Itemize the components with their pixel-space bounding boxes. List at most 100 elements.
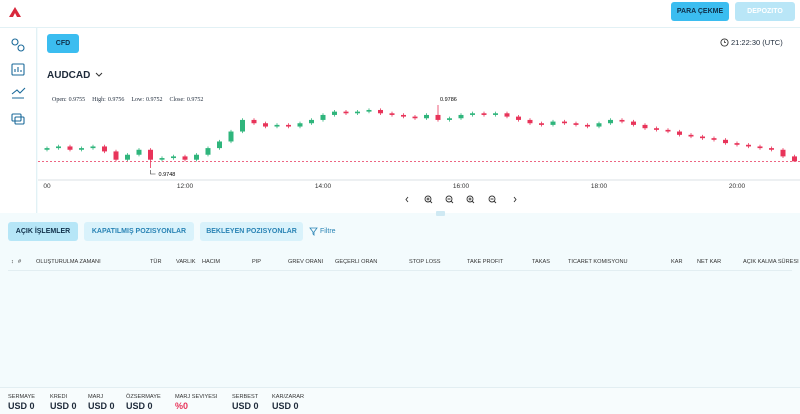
footer-value: USD 0 [272, 401, 299, 411]
icon-trend[interactable] [11, 87, 26, 99]
column-header: TÜR [150, 259, 162, 265]
deposit-button[interactable]: DEPOZITO [735, 2, 795, 21]
filter[interactable]: Filtre [320, 228, 336, 235]
zoom-in-2[interactable] [466, 195, 475, 204]
column-header: TAKE PROFIT [467, 259, 504, 265]
footer-value: USD 0 [50, 401, 77, 411]
candle-body [435, 114, 441, 120]
candle-body [562, 121, 567, 124]
column-header: TICARET KOMISYONU [568, 259, 628, 265]
candle-body [194, 154, 199, 160]
candle-body [619, 119, 625, 122]
footer [0, 387, 800, 414]
candle-body [700, 136, 705, 139]
clock: 21:22:30 (UTC) [731, 38, 783, 47]
candle-body [654, 128, 659, 130]
candle-body [90, 146, 96, 149]
candle-body [251, 119, 257, 124]
column-header: NET KAR [697, 259, 722, 265]
x-tick-label: 00 [43, 183, 51, 190]
candle-body [228, 131, 234, 142]
column-header: PIP [252, 259, 262, 265]
candle-body [136, 149, 142, 155]
candle-body [665, 129, 671, 132]
candle-body [56, 146, 61, 149]
scroll-right[interactable] [513, 196, 517, 203]
candle-body [746, 144, 751, 147]
candle-body [539, 123, 544, 125]
candle-body [481, 113, 487, 115]
clock-icon [720, 38, 729, 47]
candle-body [79, 148, 84, 150]
footer-label: SERMAYE [8, 394, 35, 400]
chart: 0.9786 0.9748 00 12:00 14:00 16:00 18:00 20:00 [38, 97, 800, 190]
column-header: STOP LOSS [409, 259, 441, 265]
icon-exchange[interactable] [11, 38, 25, 52]
candle-body [366, 109, 372, 112]
candle-body [125, 154, 130, 160]
footer-value: USD 0 [126, 401, 153, 411]
candle-body [585, 124, 590, 127]
candle-body [113, 151, 119, 160]
column-header: HACIM [202, 259, 221, 265]
candle-body [424, 114, 429, 119]
x-tick-label: 18:00 [591, 183, 608, 190]
symbol-caret[interactable] [95, 72, 103, 78]
low-pointer [150, 170, 156, 175]
candle-body [711, 138, 717, 140]
ohlc-value: 0.9756 [107, 97, 125, 103]
candle-body [516, 116, 521, 120]
candle-body [401, 114, 406, 117]
candle-body [769, 148, 774, 150]
tab-pending[interactable]: BEKLEYEN POZISYONLAR [200, 222, 303, 241]
footer-label: ÖZSERMAYE [126, 394, 161, 400]
ohlc-label: Close: [169, 97, 185, 103]
candle-body [44, 148, 50, 150]
icon-chart[interactable] [11, 63, 25, 76]
tab-open[interactable]: AÇIK İŞLEMLER [8, 222, 78, 241]
zoom-out-2[interactable] [488, 195, 497, 204]
candle-body [504, 113, 510, 117]
symbol[interactable]: AUDCAD [47, 70, 91, 81]
ohlc-label: Low: [131, 97, 145, 103]
candle-body [309, 119, 314, 124]
ohlc-legend: Open: 0.9755 High: 0.9756 Low: 0.9752 Close: 0.… [52, 97, 210, 103]
column-header: OLUŞTURULMA ZAMANI [36, 259, 101, 265]
withdraw-button[interactable]: PARA ÇEKME [671, 2, 729, 21]
x-tick-label: 20:00 [729, 183, 746, 190]
column-header: TAKAS [532, 259, 550, 265]
candle-body [734, 143, 740, 145]
column-header: KAR [671, 259, 683, 265]
scroll-left[interactable] [405, 196, 409, 203]
candle-body [274, 124, 280, 127]
candle-body [757, 146, 763, 149]
candle-body [297, 123, 303, 127]
zoom-out[interactable] [445, 195, 454, 204]
candle-body [688, 134, 694, 137]
candle-body [355, 111, 360, 114]
footer-value: USD 0 [8, 401, 35, 411]
panel-toggle[interactable] [436, 211, 445, 216]
high-label: 0.9786 [440, 97, 457, 103]
candle-body [263, 123, 268, 127]
candle-body [205, 148, 211, 155]
zoom-controls [405, 195, 517, 204]
candle-body [596, 123, 602, 127]
market-tab[interactable]: CFD [47, 34, 79, 53]
tab-closed[interactable]: KAPATILMIŞ POZISYONLAR [84, 222, 194, 241]
zoom-in[interactable] [424, 195, 433, 204]
candle-body [573, 123, 579, 125]
filter-icon[interactable] [309, 227, 318, 236]
candle-body [792, 156, 797, 162]
candle-body [527, 119, 533, 124]
ohlc-label: High: [92, 97, 106, 103]
candle-body [447, 118, 452, 120]
candle-body [642, 124, 648, 129]
icon-chat[interactable] [11, 113, 25, 125]
footer-label: KREDI [50, 394, 68, 400]
candle-body [631, 121, 636, 125]
column-header: GREV ORANI [288, 259, 324, 265]
candle-body [412, 116, 418, 119]
candle-body [217, 141, 222, 149]
